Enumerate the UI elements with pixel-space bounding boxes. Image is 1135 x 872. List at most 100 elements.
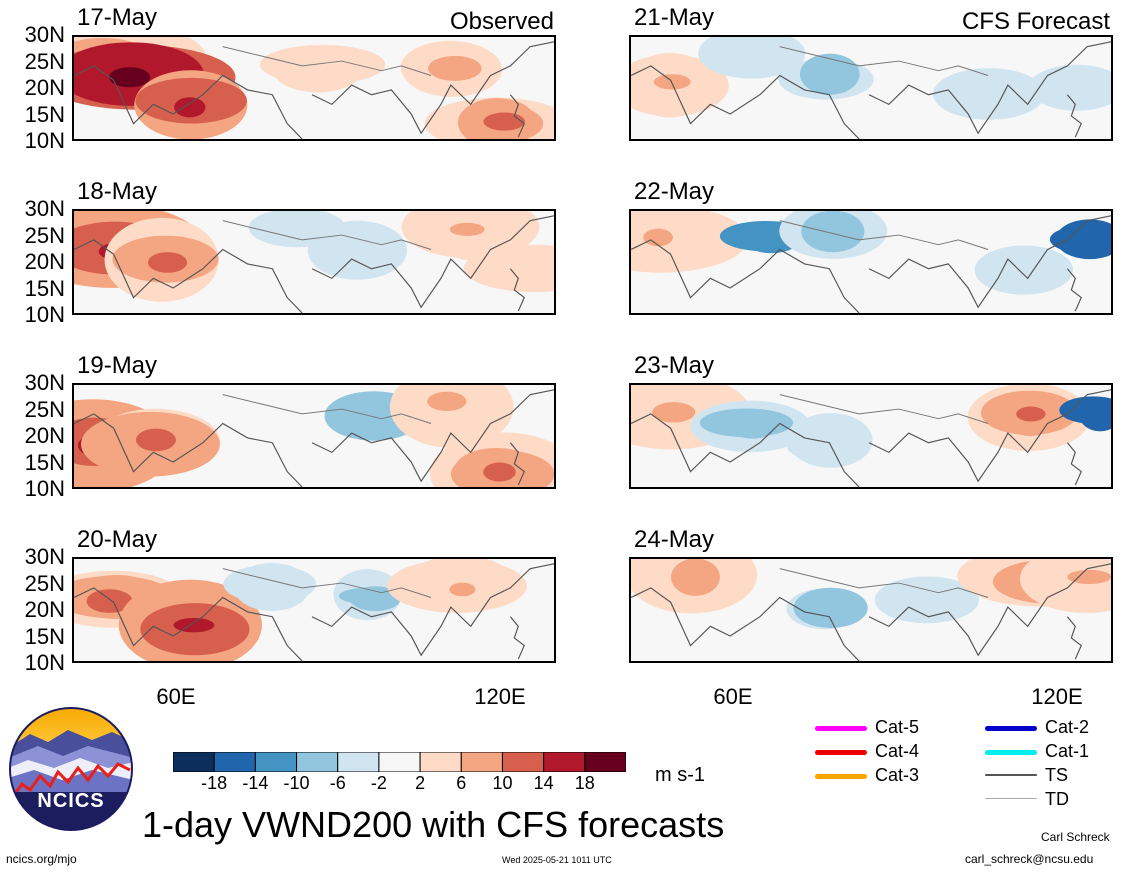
ncics-logo: NCICS: [8, 706, 134, 832]
anomaly-contour: [135, 428, 176, 452]
coastline: [311, 41, 554, 135]
colorbar-swatch: [501, 751, 545, 773]
border-line: [222, 220, 432, 250]
coastline: [74, 239, 303, 313]
anomaly-contour: [980, 87, 1005, 100]
island-outline: [509, 442, 525, 486]
anomaly-contour: [819, 597, 848, 612]
latitude-tick-label: 15N: [24, 623, 65, 649]
colorbar-tick-label: 18: [574, 773, 595, 793]
colorbar-tick-label: 14: [533, 773, 554, 793]
coastline: [631, 413, 860, 487]
border-line: [779, 568, 989, 598]
anomaly-blob: [967, 385, 1091, 451]
latitude-tick-label: 25N: [24, 222, 65, 248]
colorbar-unit: m s-1: [655, 764, 705, 786]
map-field: [74, 559, 554, 661]
anomaly-blob: [631, 211, 748, 273]
island-outline: [1066, 442, 1082, 486]
anomaly-blob: [400, 40, 503, 97]
latitude-tick-label: 30N: [24, 370, 65, 395]
legend-label: Cat-1: [1045, 741, 1090, 761]
anomaly-blob: [80, 408, 221, 477]
footer-url: ncics.org/mjo: [6, 852, 77, 866]
latitude-tick-label: 10N: [24, 476, 65, 501]
latitude-tick-label: 15N: [24, 275, 65, 301]
panel-date-fc-3: 23-May: [634, 352, 715, 379]
border-line: [779, 394, 989, 424]
footer-timestamp: Wed 2025-05-21 1011 UTC: [502, 855, 612, 865]
map-field: [631, 211, 1111, 313]
colorbar-tick-label: -6: [329, 773, 346, 793]
legend-label: Cat-2: [1045, 717, 1090, 737]
anomaly-blob: [134, 70, 248, 139]
legend-swatch: [985, 750, 1037, 755]
anomaly-contour: [516, 257, 551, 277]
anomaly-contour: [652, 402, 696, 423]
anomaly-contour: [174, 97, 206, 118]
x-tick-60e-fc: 60E: [713, 684, 753, 709]
coastline: [868, 41, 1111, 135]
latitude-tick-label: 10N: [24, 128, 65, 153]
anomaly-blob: [1059, 396, 1111, 432]
colorbar-swatch: [419, 751, 462, 773]
border-line: [222, 394, 432, 424]
anomaly-contour: [917, 592, 946, 605]
logo-text: NCICS: [37, 790, 105, 812]
forecast-map-panel: [629, 557, 1113, 663]
observed-map-panel: [72, 383, 556, 489]
anomaly-contour: [262, 581, 287, 596]
panel-date-obs-4: 20-May: [77, 526, 158, 553]
island-outline: [1066, 94, 1082, 138]
coastline: [868, 215, 1111, 309]
latitude-tick-label: 20N: [24, 75, 65, 100]
legend-swatch: [985, 726, 1037, 731]
island-outline: [509, 94, 525, 138]
anomaly-blob: [333, 569, 402, 621]
panel-date-fc-4: 24-May: [634, 526, 715, 553]
panel-date-obs-2: 18-May: [77, 178, 158, 205]
colorbar-swatch: [584, 751, 627, 773]
panel-date-obs-3: 19-May: [77, 352, 158, 379]
anomaly-blob: [401, 211, 540, 261]
latitude-tick-label: 20N: [24, 597, 65, 622]
colorbar-swatch: [254, 751, 298, 773]
map-field: [631, 559, 1111, 661]
map-field: [74, 37, 554, 139]
latitude-tick-label: 20N: [24, 423, 65, 448]
anomaly-contour: [449, 582, 476, 597]
anomaly-blob: [104, 217, 219, 302]
footer-author: Carl Schreck: [1041, 830, 1110, 844]
panel-date-fc-2: 22-May: [634, 178, 715, 205]
anomaly-blob: [974, 245, 1074, 295]
border-line: [222, 46, 432, 76]
coastline: [311, 389, 554, 483]
anomaly-contour: [643, 228, 673, 247]
colorbar-swatch: [296, 751, 339, 773]
anomaly-blob: [698, 37, 806, 79]
colorbar-swatch: [172, 751, 215, 773]
border-line: [222, 568, 432, 598]
anomaly-blob: [874, 576, 980, 624]
x-tick-120e-obs: 120E: [474, 684, 526, 709]
anomaly-blob: [1049, 219, 1111, 260]
coastline: [631, 239, 860, 313]
anomaly-blob: [631, 52, 729, 118]
colorbar-swatch: [378, 751, 421, 773]
legend-label: TS: [1045, 765, 1069, 785]
legend-label: TD: [1045, 789, 1069, 809]
colorbar-swatch: [213, 751, 256, 773]
legend-swatch: [985, 774, 1037, 776]
coastline: [74, 587, 303, 661]
legend-swatch: [815, 726, 867, 731]
anomaly-blob: [248, 211, 346, 248]
anomaly-blob: [690, 400, 811, 453]
anomaly-contour: [173, 617, 215, 633]
panel-date-obs-1: 17-May: [77, 4, 158, 31]
map-field: [631, 37, 1111, 139]
coastline: [868, 389, 1111, 483]
latitude-tick-label: 10N: [24, 650, 65, 675]
colorbar: [172, 751, 627, 773]
footer-email: carl_schreck@ncsu.edu: [965, 852, 1094, 866]
latitude-tick-label: 10N: [24, 302, 65, 327]
